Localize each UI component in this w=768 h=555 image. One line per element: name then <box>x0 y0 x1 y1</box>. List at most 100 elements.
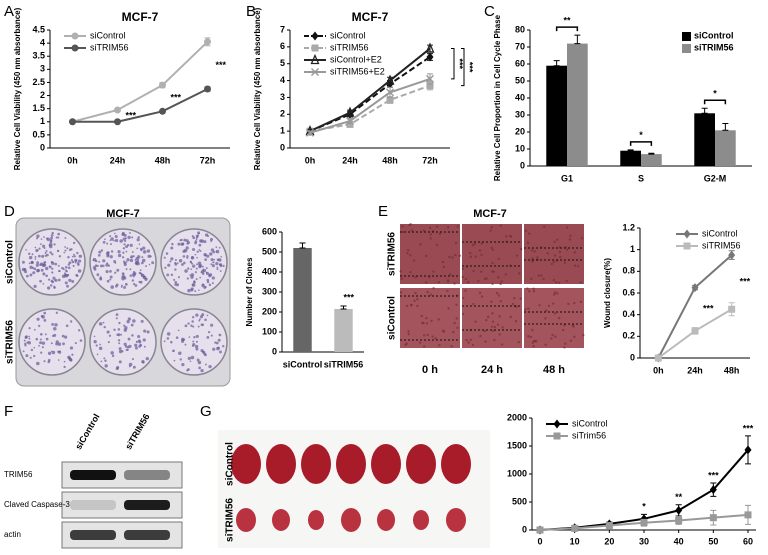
colony <box>106 279 110 283</box>
cell <box>422 229 425 232</box>
panel-letter: B <box>246 3 256 20</box>
cell <box>498 315 501 318</box>
y-tick-label: 50 <box>515 75 525 85</box>
colony <box>173 359 176 362</box>
colony <box>119 239 123 243</box>
wound-image <box>462 224 522 284</box>
marker <box>426 82 434 90</box>
cell <box>529 335 533 339</box>
colony <box>62 268 65 271</box>
cell <box>544 343 547 346</box>
colony <box>109 235 112 238</box>
colony <box>211 276 215 280</box>
colony <box>111 354 115 358</box>
cell <box>471 243 475 247</box>
cell <box>509 315 512 319</box>
cell <box>552 278 556 282</box>
legend-label: siTRIM56 <box>694 42 734 52</box>
colony <box>51 267 54 270</box>
panel-letter: A <box>4 3 14 20</box>
x-tick-label: 20 <box>604 536 614 546</box>
y-tick-label: 400 <box>262 266 277 276</box>
colony <box>142 246 146 250</box>
y-tick-label: 5 <box>280 58 285 68</box>
colony <box>98 250 102 254</box>
colony <box>73 255 76 258</box>
x-tick-label: siTRIM56 <box>324 359 364 369</box>
cell <box>553 291 557 294</box>
colony <box>129 274 133 277</box>
y-tick-label: 4 <box>40 37 45 47</box>
colony <box>196 358 200 362</box>
colony <box>197 232 200 235</box>
blot-band <box>124 470 170 480</box>
colony <box>63 365 66 369</box>
y-tick-label: 0.2 <box>622 331 635 341</box>
y-tick-label: 10 <box>515 143 525 153</box>
colony <box>179 358 182 361</box>
colony <box>62 342 65 346</box>
colony <box>148 263 151 266</box>
cell <box>569 339 573 342</box>
tumor <box>336 444 366 484</box>
legend-marker <box>553 419 561 429</box>
cell <box>474 255 477 258</box>
colony <box>195 347 199 351</box>
x-tick-label: G1 <box>561 173 573 183</box>
colony <box>30 348 34 352</box>
colony <box>92 259 95 262</box>
colony <box>140 319 144 323</box>
blot-band <box>124 500 170 510</box>
colony <box>142 338 146 342</box>
colony <box>191 262 194 265</box>
legend-label: siControl <box>90 30 126 40</box>
colony <box>47 278 51 281</box>
cell <box>438 344 441 347</box>
colony <box>40 351 43 354</box>
colony <box>103 357 106 360</box>
colony <box>190 275 194 279</box>
colony <box>181 263 184 266</box>
colony <box>149 255 152 258</box>
bracket <box>461 48 465 87</box>
colony <box>31 253 34 256</box>
cell <box>447 307 450 310</box>
colony <box>129 268 132 271</box>
colony <box>64 236 67 239</box>
colony <box>135 256 139 261</box>
y-tick-label: 2000 <box>507 412 527 422</box>
colony <box>63 251 66 254</box>
cell <box>545 309 548 312</box>
cell <box>410 229 414 232</box>
colony <box>109 255 113 259</box>
y-tick-label: 4 <box>280 75 285 85</box>
colony <box>125 261 128 263</box>
colony <box>102 259 106 263</box>
colony <box>222 344 225 348</box>
cell <box>532 287 535 290</box>
colony <box>124 326 128 330</box>
colony <box>118 360 122 364</box>
y-tick-label: 0.5 <box>32 129 45 139</box>
y-tick-label: 60 <box>515 58 525 68</box>
colony <box>124 240 127 243</box>
colony <box>42 263 47 267</box>
cell <box>456 326 459 329</box>
colony <box>184 269 188 273</box>
colony <box>45 249 48 252</box>
marker <box>709 514 717 522</box>
cell <box>474 320 477 323</box>
colony <box>39 243 42 246</box>
cell <box>535 340 538 343</box>
colony <box>44 333 47 336</box>
cell <box>455 303 458 307</box>
tumor <box>266 444 296 484</box>
cell <box>568 238 572 241</box>
colony <box>163 340 166 343</box>
colony <box>102 321 105 324</box>
cell <box>491 248 495 252</box>
error-bar <box>722 123 729 131</box>
cell <box>441 260 445 264</box>
cell <box>478 249 482 252</box>
